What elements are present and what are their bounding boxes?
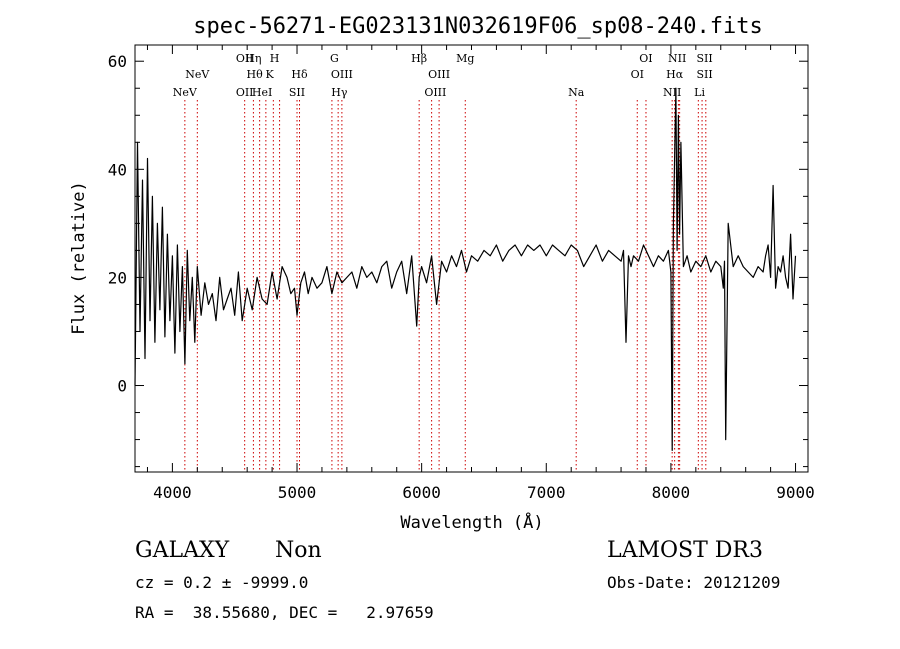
spectral-line-label: OIII [331, 68, 353, 81]
obs-date: Obs-Date: 20121209 [607, 573, 781, 592]
spectral-line-label: Na [568, 86, 585, 99]
spectral-line-label: OII [236, 86, 254, 99]
spectrum-line [134, 87, 797, 451]
spectral-line-label: NeV [173, 86, 198, 99]
spectral-line-label: NII [668, 52, 686, 65]
spectral-line-label: Hη [245, 52, 261, 65]
spectral-line-label: SII [696, 52, 712, 65]
spectral-line-label: OI [639, 52, 652, 65]
spectral-line-label: Hδ [291, 68, 308, 81]
spectral-line-label: NII [663, 86, 681, 99]
spectral-line-label: OI [631, 68, 644, 81]
x-tick-label: 5000 [278, 483, 317, 502]
x-axis-label: Wavelength (Å) [400, 511, 543, 533]
spectral-line-label: Li [694, 86, 705, 99]
y-axis-label: Flux (relative) [69, 181, 89, 335]
x-axis: 4000 5000 6000 7000 8000 9000 [146, 45, 815, 502]
spectral-line-label: Hθ [247, 68, 264, 81]
spectral-line-label: NeV [185, 68, 210, 81]
x-tick-label: 7000 [527, 483, 566, 502]
redshift-line: cz = 0.2 ± -9999.0 [135, 573, 309, 592]
spectral-line-label: Hβ [411, 52, 427, 65]
x-tick-label: 4000 [153, 483, 192, 502]
survey-label: LAMOST DR3 [607, 538, 763, 563]
spectral-line-label: Mg [456, 52, 474, 65]
spectral-line-label: G [330, 52, 339, 65]
spectral-line-label: OIII [424, 86, 446, 99]
spectral-line-label: K [265, 68, 274, 81]
y-axis: 0 20 40 60 [108, 52, 808, 468]
spectral-line-label: OIII [428, 68, 450, 81]
spectral-line-label: SII [696, 68, 712, 81]
spectral-line-label: Hα [666, 68, 684, 81]
chart-title: spec-56271-EG023131N032619F06_sp08-240.f… [193, 14, 763, 39]
y-tick-label: 20 [108, 268, 127, 287]
y-tick-label: 40 [108, 160, 127, 179]
spectral-line-label: OII [236, 52, 254, 65]
x-tick-label: 9000 [776, 483, 815, 502]
x-tick-label: 8000 [652, 483, 691, 502]
spectral-line-label: HeI [252, 86, 272, 99]
spectral-line-label: SII [289, 86, 305, 99]
x-tick-label: 6000 [402, 483, 441, 502]
object-class: GALAXY [135, 538, 230, 563]
object-subclass: Non [275, 538, 322, 563]
coordinates: RA = 38.55680, DEC = 2.97659 [135, 603, 434, 622]
y-tick-label: 0 [117, 377, 127, 396]
spectral-line-label: H [270, 52, 280, 65]
spectral-line-label: Hγ [331, 86, 348, 99]
y-tick-label: 60 [108, 52, 127, 71]
